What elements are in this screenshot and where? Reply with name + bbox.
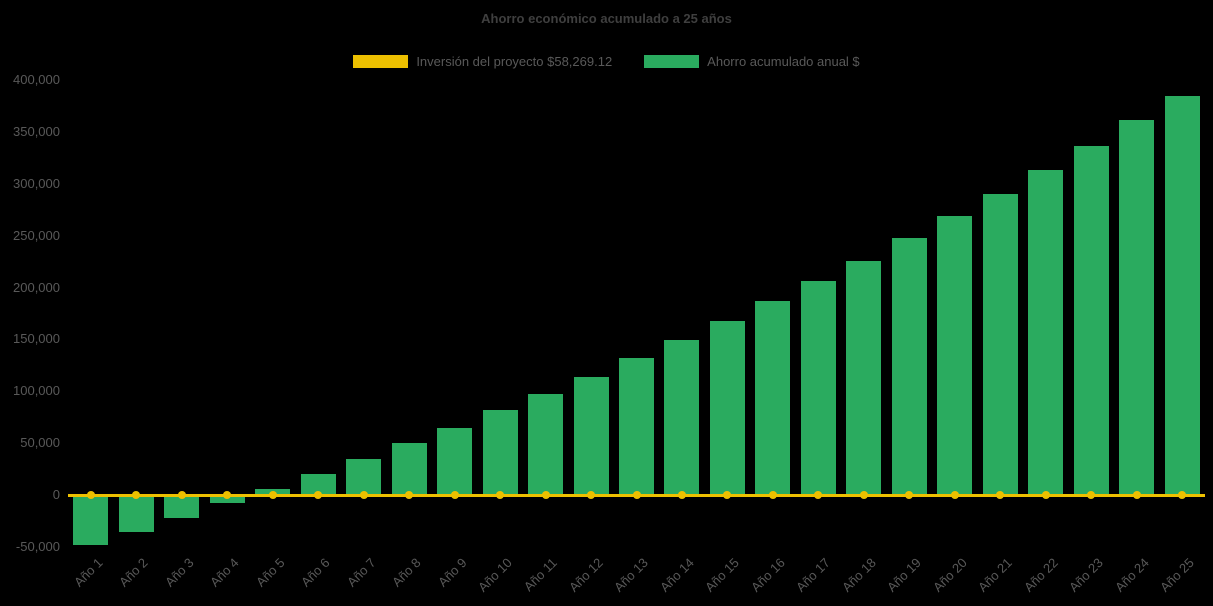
chart-bar xyxy=(800,281,836,496)
investment-line-marker xyxy=(268,491,277,500)
investment-line-marker xyxy=(359,491,368,500)
chart-bar xyxy=(1028,170,1064,496)
investment-line-marker xyxy=(905,491,914,500)
chart-bar xyxy=(573,376,609,496)
chart-bar xyxy=(1073,146,1109,496)
chart-bar xyxy=(619,358,654,496)
chart-bar xyxy=(209,495,245,504)
x-axis-category-label: Año 7 xyxy=(343,555,379,590)
investment-line-marker xyxy=(1087,491,1096,500)
chart-bar xyxy=(437,427,473,496)
investment-line-marker xyxy=(587,491,596,500)
x-axis-category-label: Año 17 xyxy=(793,555,834,595)
chart-bar xyxy=(709,320,745,496)
y-axis-tick-label: 100,000 xyxy=(13,383,60,399)
legend-item-savings: Ahorro acumulado anual $ xyxy=(644,54,860,69)
y-axis-tick-label: 250,000 xyxy=(13,227,60,243)
y-axis-tick-label: 200,000 xyxy=(13,279,60,295)
chart-title: Ahorro económico acumulado a 25 años xyxy=(481,11,732,26)
investment-line-marker xyxy=(677,491,686,500)
x-axis-category-label: Año 13 xyxy=(611,555,652,595)
investment-line-marker xyxy=(405,491,414,500)
chart-bar xyxy=(755,301,791,496)
x-axis-category-label: Año 25 xyxy=(1157,555,1197,595)
investment-line-marker xyxy=(814,491,823,500)
x-axis-category-label: Año 19 xyxy=(884,555,924,595)
y-axis-tick-label: 300,000 xyxy=(13,175,60,191)
y-axis-tick-label: 50,000 xyxy=(20,435,60,451)
chart-bar xyxy=(300,474,336,496)
chart-bar xyxy=(1164,95,1200,496)
chart-bar xyxy=(664,340,700,496)
x-axis-category-label: Año 23 xyxy=(1066,555,1106,595)
chart-bar xyxy=(118,495,154,533)
chart-bar xyxy=(891,237,927,496)
y-axis-tick-label: 350,000 xyxy=(13,123,60,139)
x-axis-category-label: Año 16 xyxy=(747,555,788,595)
investment-line-marker xyxy=(632,491,641,500)
investment-line-marker xyxy=(1132,491,1141,500)
chart-bar xyxy=(982,194,1018,496)
x-axis-category-label: Año 21 xyxy=(975,555,1015,595)
legend-swatch-investment-icon xyxy=(353,55,409,68)
x-axis-category-label: Año 3 xyxy=(161,555,197,590)
investment-line-marker xyxy=(86,491,95,500)
x-axis-category-label: Año 20 xyxy=(929,555,970,595)
y-axis-tick-label: 400,000 xyxy=(13,72,60,87)
x-axis-category-label: Año 22 xyxy=(1020,555,1061,595)
legend-label-savings: Ahorro acumulado anual $ xyxy=(707,54,860,69)
investment-line-marker xyxy=(768,491,777,500)
investment-line-marker xyxy=(950,491,959,500)
investment-line-marker xyxy=(1041,491,1050,500)
chart-legend: Inversión del proyecto $58,269.12 Ahorro… xyxy=(0,54,1213,69)
investment-line-marker xyxy=(177,491,186,500)
x-axis-category-label: Año 1 xyxy=(70,555,106,590)
investment-line-marker xyxy=(450,491,459,500)
investment-line-marker xyxy=(996,491,1005,500)
x-axis-category-label: Año 4 xyxy=(207,555,242,590)
investment-line-marker xyxy=(723,491,732,500)
x-axis-category-label: Año 9 xyxy=(434,555,470,590)
chart-bar xyxy=(164,495,200,518)
y-axis-tick-label: -50,000 xyxy=(15,539,60,554)
x-axis-category-label: Año 18 xyxy=(838,555,879,595)
x-axis-category-label: Año 12 xyxy=(565,555,606,595)
x-axis-category-label: Año 11 xyxy=(521,555,561,595)
investment-line-marker xyxy=(1178,491,1187,500)
chart-bar xyxy=(937,215,973,496)
x-axis-category-label: Año 24 xyxy=(1111,555,1152,595)
x-axis-category-label: Año 14 xyxy=(656,555,697,595)
chart-bar xyxy=(528,394,564,496)
chart-bar xyxy=(73,495,109,545)
chart-bar xyxy=(1119,120,1155,496)
x-axis-category-label: Año 5 xyxy=(252,555,288,590)
chart-bar xyxy=(391,443,427,496)
investment-line-marker xyxy=(314,491,323,500)
chart-bar xyxy=(846,260,882,496)
investment-line-marker xyxy=(496,491,505,500)
legend-item-investment: Inversión del proyecto $58,269.12 xyxy=(353,54,612,69)
chart-bar xyxy=(346,458,382,496)
investment-line-marker xyxy=(541,491,550,500)
chart-bar xyxy=(482,410,518,496)
investment-line-marker xyxy=(859,491,868,500)
legend-swatch-savings-icon xyxy=(644,55,700,68)
x-axis-category-label: Año 2 xyxy=(116,555,151,590)
legend-label-investment: Inversión del proyecto $58,269.12 xyxy=(416,54,613,69)
x-axis-category-label: Año 15 xyxy=(702,555,743,595)
x-axis-category-label: Año 10 xyxy=(474,555,515,595)
investment-line-marker xyxy=(132,491,141,500)
y-axis-tick-label: 150,000 xyxy=(13,331,60,347)
y-axis-tick-label: 0 xyxy=(52,487,60,503)
x-axis-category-label: Año 8 xyxy=(389,555,424,590)
investment-line-marker xyxy=(223,491,232,500)
x-axis-category-label: Año 6 xyxy=(298,555,333,590)
